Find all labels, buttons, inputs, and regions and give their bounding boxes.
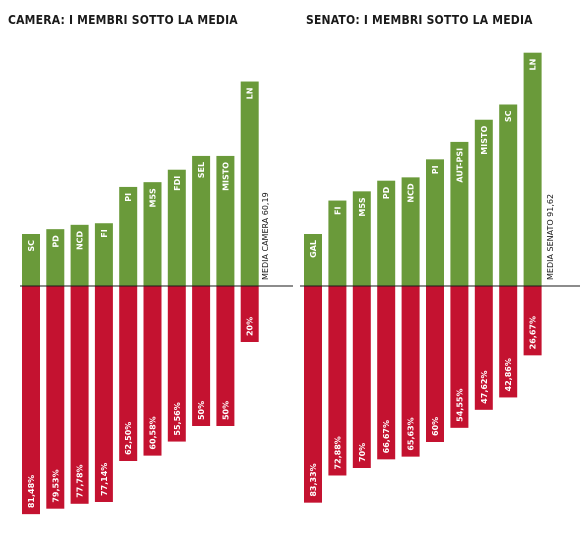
camera-value-label: 50% [197,401,206,420]
senato-value-label: 83,33% [309,463,318,496]
senato-category-label: AUT-PSI [455,148,464,183]
camera-bar-below-pd [46,286,65,509]
camera-bar-above-misto [216,155,235,286]
senato-bar-below-m5s [352,286,371,468]
senato-bar-below-ncd [401,286,420,457]
senato-category-label: PI [431,165,440,174]
senato-category-label: NCD [407,183,416,203]
camera-value-label: 77,14% [100,463,109,496]
camera-bar-below-fi [94,286,113,502]
senato-value-label: 47,62% [480,370,489,403]
senato-category-label: FI [333,207,342,215]
camera-value-label: 20% [246,317,255,336]
senato-category-label: M5S [358,197,367,217]
camera-category-label: FI [100,229,109,237]
camera-bar-above-fdi [167,169,186,286]
senato-bar-below-aut-psi [450,286,469,428]
senato-bar-above-misto [474,119,493,286]
senato-bars: GAL 83,33% FI 72,88% M5S 70% PD 66,67% NCD 65,63%… [304,52,542,503]
camera-bar-below-sc [22,286,40,515]
camera-bar-above-pi [119,186,138,286]
senato-bar-above-gal [304,234,322,286]
senato-bar-above-aut-psi [450,141,469,286]
camera-bar-above-sel [192,155,211,286]
camera-bar-above-fi [94,223,113,286]
senato-bar-below-gal [304,286,322,503]
senato-value-label: 70% [358,443,367,462]
camera-value-label: 55,56% [173,402,182,435]
camera-category-label: FDI [173,176,182,191]
senato-bar-above-fi [328,200,347,286]
camera-bar-below-sel [192,286,211,426]
senato-category-label: GAL [309,240,318,258]
camera-bar-above-pd [46,229,65,286]
camera-category-label: PI [124,193,133,202]
camera-bar-above-m5s [143,182,162,286]
camera-average-label: MEDIA CAMERA 60,19 [261,192,270,280]
senato-bar-below-pd [377,286,396,460]
senato-value-label: 60% [431,417,440,436]
senato-value-label: 54,55% [455,389,464,422]
senato-category-label: SC [504,110,513,122]
senato-bar-above-pi [426,159,444,286]
camera-bar-above-sc [22,234,40,286]
senato-bar-below-sc [499,286,518,398]
camera-bar-below-pi [119,286,138,461]
senato-chart-title: SENATO: I MEMBRI SOTTO LA MEDIA [306,13,533,27]
camera-chart-title: CAMERA: I MEMBRI SOTTO LA MEDIA [8,13,238,27]
camera-bar-below-m5s [143,286,162,456]
camera-bar-above-ln [240,81,259,286]
camera-category-label: LN [246,88,255,100]
senato-bar-below-pi [426,286,444,442]
senato-category-label: PD [382,186,391,199]
camera-chart: CAMERA: I MEMBRI SOTTO LA MEDIA SC 81,48%… [8,13,293,515]
senato-average-label: MEDIA SENATO 91,62 [546,194,555,280]
camera-value-label: 79,53% [51,469,60,502]
camera-category-label: SEL [197,162,206,178]
camera-value-label: 77,78% [76,464,85,497]
camera-value-label: 50% [221,401,230,420]
camera-bar-below-ncd [70,286,89,504]
camera-value-label: 81,48% [27,475,36,508]
camera-category-label: MISTO [221,162,230,191]
senato-bar-below-ln [523,286,542,356]
camera-bar-above-ncd [70,224,89,286]
camera-category-label: PD [51,235,60,248]
camera-bar-below-misto [216,286,235,426]
senato-category-label: LN [529,59,538,71]
senato-bar-above-sc [499,104,518,286]
camera-category-label: M5S [149,188,158,208]
senato-bar-above-pd [377,180,396,286]
senato-bar-above-m5s [352,191,371,286]
senato-value-label: 42,86% [504,358,513,391]
senato-value-label: 26,67% [529,316,538,349]
senato-value-label: 66,67% [382,420,391,453]
senato-category-label: MISTO [480,126,489,155]
senato-value-label: 72,88% [333,436,342,469]
camera-category-label: NCD [76,230,85,250]
camera-bars: SC 81,48% PD 79,53% NCD 77,78% FI 77,14% PI 62,50… [22,81,259,515]
senato-bar-above-ncd [401,177,420,286]
camera-bar-below-fdi [167,286,186,442]
camera-value-label: 60,58% [149,416,158,449]
senato-value-label: 65,63% [407,417,416,450]
camera-category-label: SC [27,240,36,252]
senato-bar-below-fi [328,286,347,476]
camera-bar-below-ln [240,286,259,342]
senato-bar-above-ln [523,52,542,286]
senato-bar-below-misto [474,286,493,410]
camera-value-label: 62,50% [124,422,133,455]
senato-chart: SENATO: I MEMBRI SOTTO LA MEDIA GAL 83,33… [300,13,580,503]
